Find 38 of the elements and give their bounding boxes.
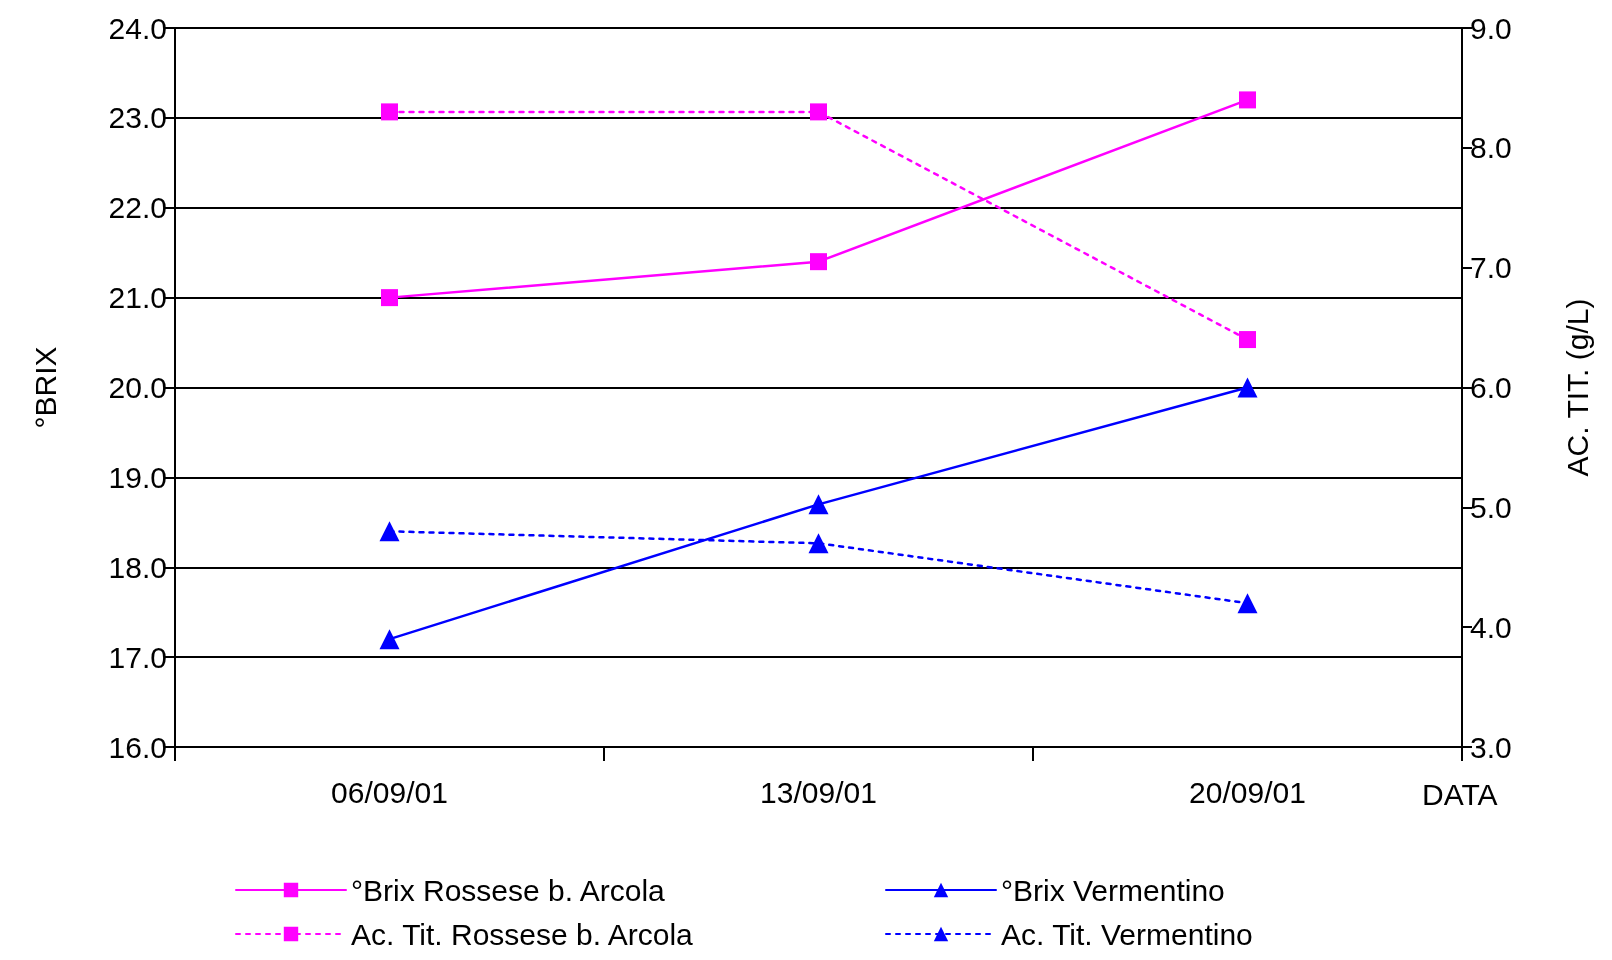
legend-label: Ac. Tit. Vermentino [1001,917,1253,951]
point [1239,331,1256,349]
y-tick-label: 17.0 [108,640,167,674]
y2-axis-title: AC. TIT. (g/L) [1560,298,1594,477]
point [379,629,400,650]
point [810,103,827,121]
y-tick-label: 16.0 [108,730,167,764]
y2-tick-label: 9.0 [1470,11,1512,45]
point [810,253,827,271]
point [1237,377,1258,398]
y-axis-title: °BRIX [28,346,62,429]
legend-label: Ac. Tit. Rossese b. Arcola [351,917,694,951]
y2-tick-label: 4.0 [1470,610,1512,644]
point [808,494,829,515]
x-tick-label: 06/09/01 [331,775,448,809]
point [381,103,398,121]
x-tick-label: 20/09/01 [1189,775,1306,809]
point [1237,593,1258,614]
y2-tick-label: 7.0 [1470,251,1512,285]
legend-label: °Brix Rossese b. Arcola [351,873,666,907]
y-tick-label: 18.0 [108,550,167,584]
legend-label: °Brix Vermentino [1001,873,1225,907]
point [379,521,400,542]
y2-tick-label: 6.0 [1470,371,1512,404]
y-tick-label: 23.0 [108,101,167,135]
y-tick-label: 19.0 [108,460,167,494]
y2-tick-label: 8.0 [1470,131,1512,165]
point [808,533,829,554]
y2-tick-label: 5.0 [1470,490,1512,524]
y2-tick-label: 3.0 [1470,730,1512,764]
y-tick-label: 22.0 [108,191,167,225]
y-tick-label: 21.0 [108,281,167,315]
y-tick-label: 24.0 [108,11,167,45]
point [381,289,398,307]
x-axis-title: DATA [1422,777,1498,811]
point [1239,91,1256,109]
x-tick-label: 13/09/01 [760,775,877,809]
y-tick-label: 20.0 [108,371,167,404]
